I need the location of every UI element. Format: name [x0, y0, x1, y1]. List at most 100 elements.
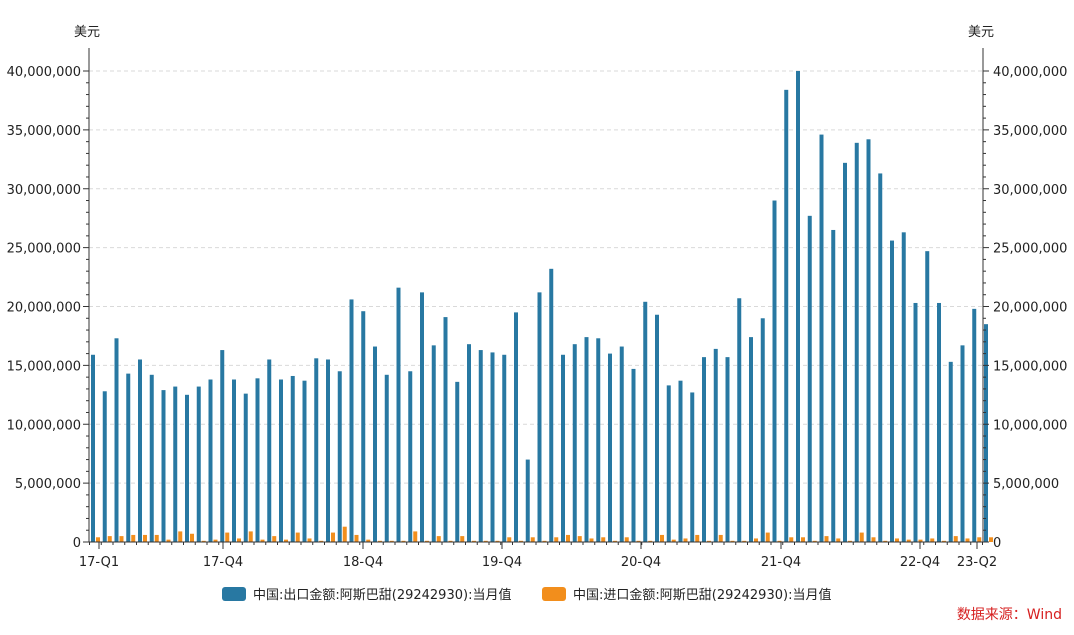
bar-import — [460, 536, 465, 542]
bar-export — [631, 368, 636, 542]
bar-import — [883, 540, 888, 542]
bar-import — [577, 536, 582, 542]
bar-import — [789, 537, 794, 542]
bar-export — [337, 371, 342, 542]
bar-import — [589, 538, 594, 542]
bar-export — [878, 173, 883, 542]
bar-export — [467, 344, 471, 542]
source-note: 数据来源：Wind — [957, 607, 1062, 623]
bar-export — [185, 394, 189, 542]
bar-export — [901, 232, 906, 542]
legend-label-import: 中国:进口金额:阿斯巴甜(29242930):当月值 — [573, 587, 831, 603]
bar-import — [824, 536, 829, 542]
bar-export — [702, 357, 706, 542]
bar-import — [530, 537, 535, 542]
bar-import — [801, 537, 805, 542]
bar-import — [977, 537, 982, 542]
legend-label-export: 中国:出口金额:阿斯巴甜(29242930):当月值 — [253, 587, 511, 603]
left-y-tick-label: 5,000,000 — [15, 477, 81, 492]
bar-import — [378, 540, 382, 542]
right-y-tick-label: 20,000,000 — [993, 301, 1067, 316]
bar-export — [749, 337, 753, 542]
bar-import — [695, 534, 700, 542]
bar-export — [232, 379, 236, 542]
bar-export — [196, 386, 201, 542]
right-y-tick-label: 40,000,000 — [993, 65, 1067, 80]
right-y-tick-label: 0 — [993, 536, 1001, 551]
bar-export — [831, 229, 836, 542]
bar-import — [425, 540, 429, 542]
x-ticks: 17-Q1 17-Q4 18-Q4 19-Q4 20-Q4 21-Q4 22-Q4 23-Q2 — [79, 542, 997, 570]
bar-export — [737, 298, 742, 542]
bar-export — [772, 200, 777, 542]
bar-import — [730, 540, 735, 542]
bar-export — [502, 354, 507, 542]
bar-import — [154, 534, 159, 542]
bar-import — [354, 534, 359, 542]
bar-export — [608, 353, 612, 542]
x-tick-label: 18-Q4 — [343, 555, 383, 570]
left-y-tick-label: 40,000,000 — [7, 65, 81, 80]
bar-import — [237, 538, 241, 542]
bar-export — [937, 302, 941, 542]
right-y-tick-label: 30,000,000 — [993, 183, 1067, 198]
bar-export — [819, 134, 824, 542]
x-tick-label: 19-Q4 — [482, 555, 522, 570]
bar-export — [138, 359, 142, 542]
right-y-ticks: 0 5,000,000 10,000,000 15,000,000 20,000,000… — [983, 65, 1067, 551]
x-tick-label: 17-Q4 — [203, 555, 243, 570]
bar-export — [784, 89, 789, 542]
bar-import — [777, 540, 782, 542]
bar-export — [690, 392, 695, 542]
bar-import — [660, 534, 664, 542]
legend-swatch-export — [222, 587, 246, 601]
bar-import — [859, 532, 864, 542]
bar-export — [208, 379, 213, 542]
bar-export — [126, 373, 131, 542]
bar-import — [225, 532, 230, 542]
bar-import — [906, 539, 911, 542]
export-bars — [91, 71, 988, 543]
bar-import — [178, 531, 183, 542]
bar-export — [678, 380, 683, 542]
bar-import — [166, 539, 171, 542]
bar-export — [984, 324, 988, 542]
bar-export — [514, 312, 518, 542]
bar-import — [648, 540, 653, 542]
bar-export — [584, 337, 589, 542]
bar-export — [173, 386, 178, 542]
bar-export — [490, 352, 495, 542]
bar-export — [220, 350, 225, 542]
bar-export — [396, 287, 401, 542]
bar-import — [260, 539, 265, 542]
left-y-tick-label: 10,000,000 — [7, 418, 81, 433]
bar-import — [624, 537, 629, 542]
bar-import — [636, 540, 641, 542]
bar-import — [107, 536, 112, 542]
bar-export — [843, 162, 847, 542]
bar-import — [131, 534, 136, 542]
bar-export — [525, 459, 530, 542]
bar-import — [448, 540, 453, 542]
right-unit-label: 美元 — [968, 25, 994, 40]
bar-export — [572, 344, 577, 542]
bar-export — [807, 215, 812, 542]
bar-export — [384, 374, 389, 542]
left-y-tick-label: 20,000,000 — [7, 301, 81, 316]
left-y-tick-label: 15,000,000 — [7, 359, 81, 374]
bar-import — [495, 540, 500, 542]
bar-export — [796, 71, 800, 542]
import-bars — [96, 526, 993, 542]
bar-import — [307, 538, 312, 542]
bar-export — [408, 371, 413, 542]
bar-export — [913, 302, 918, 542]
x-tick-label: 23-Q2 — [957, 555, 997, 570]
x-tick-label: 22-Q4 — [900, 555, 940, 570]
left-y-tick-label: 30,000,000 — [7, 183, 81, 198]
bar-import — [319, 540, 324, 542]
bar-import — [613, 540, 617, 542]
bar-import — [754, 538, 758, 542]
left-y-tick-label: 25,000,000 — [7, 242, 81, 257]
bar-import — [765, 532, 770, 542]
bar-import — [942, 540, 946, 542]
